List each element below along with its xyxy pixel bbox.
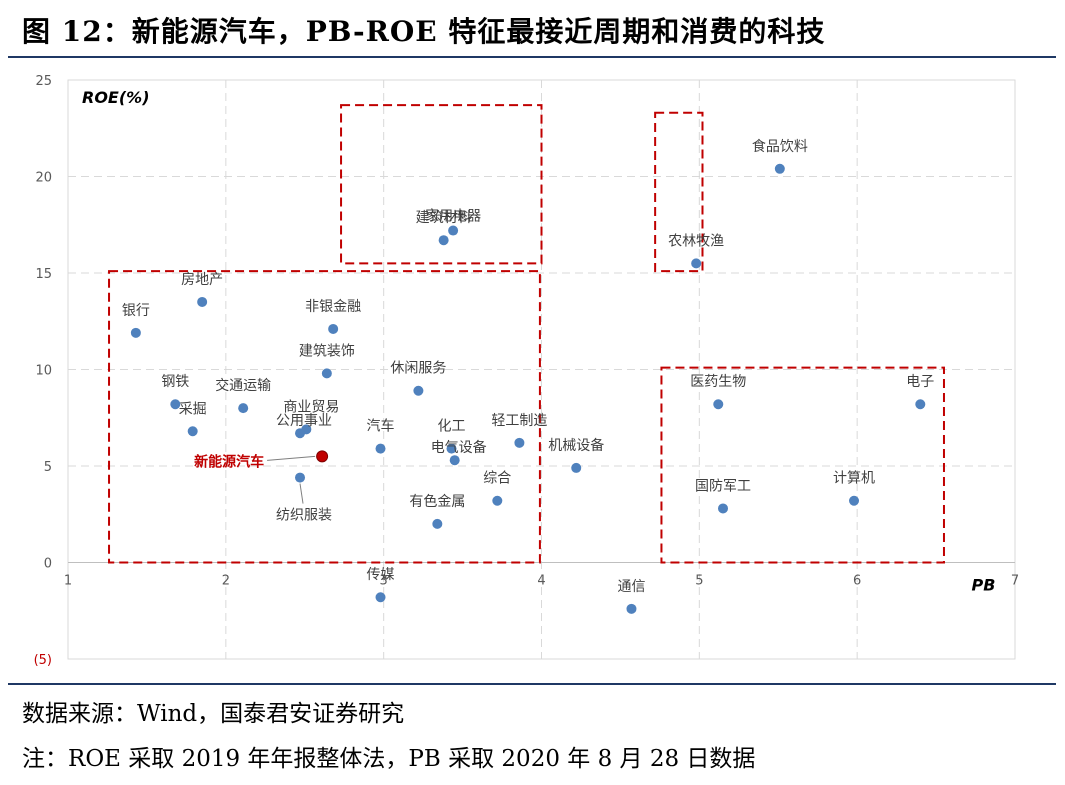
data-point (432, 518, 443, 529)
y-tick-label: 0 (44, 557, 52, 572)
data-label: 计算机 (833, 471, 875, 487)
data-point (514, 437, 525, 448)
data-point (375, 443, 386, 454)
x-tick-label: 5 (695, 574, 703, 589)
data-label: 采掘 (179, 401, 207, 417)
x-tick-label: 6 (853, 574, 861, 589)
data-label: 农林牧渔 (668, 233, 724, 249)
title-rule (8, 56, 1056, 58)
data-label: 化工 (438, 419, 466, 435)
data-label: 机械设备 (548, 437, 604, 454)
highlight-box-3 (660, 366, 945, 564)
method-note: 注：ROE 采取 2019 年年报整体法，PB 采取 2020 年 8 月 28… (22, 746, 756, 772)
data-label: 轻工制造 (491, 413, 547, 429)
y-tick-label: 15 (35, 267, 52, 282)
data-point (130, 327, 141, 338)
data-point (691, 258, 702, 269)
x-tick-label: 1 (64, 574, 72, 589)
x-tick-label: 2 (222, 574, 230, 589)
leader-line (299, 483, 304, 504)
data-label: 通信 (617, 579, 645, 595)
y-tick-label: 20 (35, 171, 52, 186)
x-axis-title: PB (971, 576, 995, 595)
data-point (713, 399, 724, 410)
data-label: 有色金属 (409, 493, 465, 510)
footer-rule (8, 683, 1056, 685)
highlight-box-2 (654, 111, 704, 273)
data-label: 汽车 (367, 418, 395, 435)
data-label: 交通运输 (215, 377, 271, 394)
data-label: 家用电器 (425, 208, 481, 225)
data-point (413, 385, 424, 396)
data-label: 纺织服装 (276, 508, 332, 524)
x-tick-label: 4 (537, 574, 545, 589)
chart-area: 25 20 15 10 5 0 (5) 1 2 3 4 5 6 7 ROE(%) PB 银行 房地产钢铁采掘 交通运… (10, 62, 1055, 677)
y-tick-label: 25 (35, 74, 52, 89)
x-tick-label: 3 (380, 574, 388, 589)
highlight-box-0 (108, 270, 541, 564)
source-note: 数据来源：Wind，国泰君安证券研究 (22, 701, 405, 727)
data-point (626, 603, 637, 614)
data-label: 钢铁 (161, 374, 189, 390)
data-point (295, 472, 306, 483)
data-label: 建筑材料 (416, 210, 472, 226)
data-label-highlight: 新能源汽车 (194, 453, 264, 470)
data-point (849, 495, 860, 506)
data-point (492, 495, 503, 506)
data-label: 公用事业 (276, 413, 332, 429)
y-tick-label: 10 (35, 364, 52, 379)
data-label: 电子 (906, 374, 934, 390)
data-point (238, 403, 249, 414)
data-point (328, 323, 339, 334)
data-label: 非银金融 (305, 299, 361, 315)
data-point (448, 225, 459, 236)
scatter-chart: 25 20 15 10 5 0 (5) 1 2 3 4 5 6 7 ROE(%) PB 银行 房地产钢铁采掘交通运… (34, 74, 1020, 668)
data-point (449, 455, 460, 466)
data-point (295, 428, 306, 439)
data-label: 医药生物 (690, 374, 746, 390)
data-label: 房地产 (181, 272, 223, 288)
data-label: 建筑装饰 (299, 343, 355, 359)
data-label: 电气设备 (431, 439, 487, 456)
x-tick-label: 7 (1011, 574, 1019, 589)
data-point (321, 368, 332, 379)
data-point (718, 503, 729, 514)
data-point (774, 163, 785, 174)
data-label: 银行 (122, 303, 150, 319)
figure-title: 图 12：新能源汽车，PB-ROE 特征最接近周期和消费的科技 (22, 15, 826, 48)
data-point (446, 443, 457, 454)
data-label: 休闲服务 (390, 361, 446, 377)
data-label: 传媒 (367, 567, 395, 583)
data-label: 食品饮料 (752, 138, 808, 155)
data-point (571, 462, 582, 473)
data-point (375, 592, 386, 603)
data-label: 国防军工 (695, 478, 751, 494)
data-label: 综合 (483, 471, 511, 487)
highlight-box-1 (340, 104, 543, 265)
y-axis-title: ROE(%) (82, 88, 150, 107)
y-tick-label: 5 (44, 460, 52, 475)
data-point (438, 235, 449, 246)
data-point-highlight (316, 450, 329, 463)
data-label: 商业贸易 (283, 399, 339, 415)
data-point (197, 296, 208, 307)
data-point (915, 399, 926, 410)
data-point (187, 426, 198, 437)
highlight-leader-line (267, 455, 316, 461)
y-tick-label: (5) (34, 653, 52, 668)
data-point (170, 399, 181, 410)
